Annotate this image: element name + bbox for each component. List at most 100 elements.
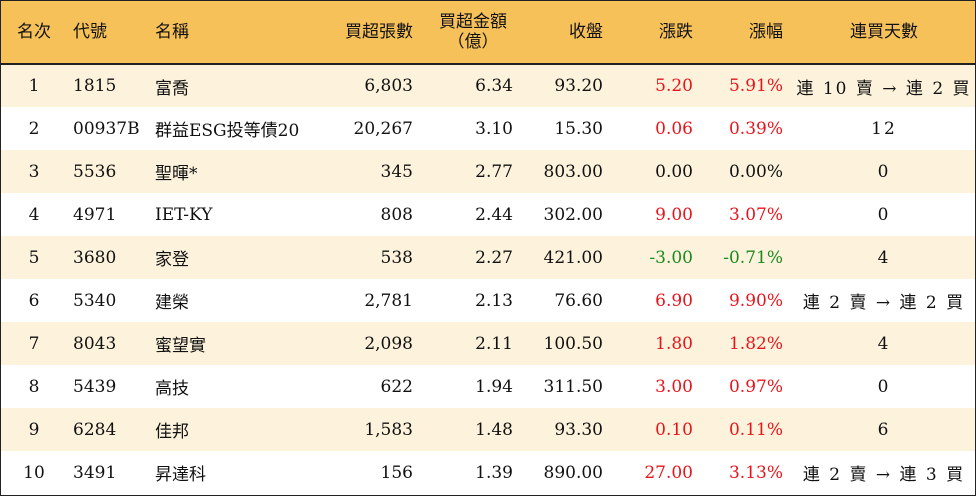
cell-code: 00937B <box>73 118 140 139</box>
cell-change: 9.00 <box>655 204 693 225</box>
cell-consecutive-days: 4 <box>877 333 891 354</box>
table-row: 10 3491 昇達科 156 1.39 890.00 27.00 3.13% 連 2 賣 → … <box>1 451 975 494</box>
header-close: 收盤 <box>523 1 613 65</box>
table-row: 7 8043 蜜望實 2,098 2.11 100.50 1.80 1.82% 4 <box>1 322 975 365</box>
header-net-buy-amount-line2: （億） <box>447 32 499 52</box>
header-net-buy-amount-line1: 買超金額 <box>439 12 507 32</box>
cell-close: 311.50 <box>543 376 603 397</box>
cell-net-buy-lots: 20,267 <box>353 118 413 139</box>
cell-name: 家登 <box>155 250 189 270</box>
cell-code: 3680 <box>73 247 117 268</box>
cell-net-buy-amount: 2.27 <box>475 247 513 268</box>
cell-name: 昇達科 <box>155 465 206 485</box>
header-code: 代號 <box>67 1 149 65</box>
cell-rank: 8 <box>28 376 40 397</box>
cell-consecutive-days: 連 10 賣 → 連 2 買 <box>796 78 972 99</box>
cell-name: 群益ESG投等債20 <box>155 121 300 141</box>
cell-net-buy-lots: 622 <box>380 376 413 397</box>
cell-code: 3491 <box>73 462 117 483</box>
cell-consecutive-days: 0 <box>877 204 891 225</box>
cell-rank: 6 <box>28 290 40 311</box>
cell-consecutive-days: 連 2 賣 → 連 2 買 <box>802 293 966 313</box>
cell-net-buy-amount: 1.94 <box>475 376 513 397</box>
cell-change-pct: -0.71% <box>723 247 783 268</box>
table-row: 8 5439 高技 622 1.94 311.50 3.00 0.97% 0 <box>1 365 975 408</box>
cell-consecutive-days: 0 <box>877 376 891 397</box>
cell-net-buy-amount: 2.77 <box>475 161 513 182</box>
table-row: 6 5340 建榮 2,781 2.13 76.60 6.90 9.90% 連 2 賣 → 連 … <box>1 279 975 322</box>
cell-net-buy-lots: 808 <box>380 204 413 225</box>
cell-change-pct: 0.11% <box>728 419 783 440</box>
table-header-row: 名次 代號 名稱 買超張數 買超金額 （億） 收盤 漲跌 漲幅 連買天數 <box>1 1 975 65</box>
cell-net-buy-amount: 1.39 <box>475 462 513 483</box>
header-name: 名稱 <box>149 1 323 65</box>
header-net-buy-amount: 買超金額 （億） <box>423 1 523 65</box>
table-row: 3 5536 聖暉* 345 2.77 803.00 0.00 0.00% 0 <box>1 150 975 193</box>
cell-change: 1.80 <box>655 333 693 354</box>
header-rank: 名次 <box>1 1 67 65</box>
cell-change-pct: 5.91% <box>728 76 783 96</box>
cell-close: 76.60 <box>554 290 603 311</box>
cell-close: 93.20 <box>554 76 603 96</box>
cell-change: 5.20 <box>655 76 693 96</box>
cell-change-pct: 0.00% <box>728 161 783 182</box>
cell-net-buy-lots: 345 <box>380 161 413 182</box>
table-row: 5 3680 家登 538 2.27 421.00 -3.00 -0.71% 4 <box>1 236 975 279</box>
cell-name: 高技 <box>155 379 189 399</box>
cell-code: 8043 <box>73 333 117 354</box>
cell-consecutive-days: 0 <box>877 161 891 182</box>
cell-change-pct: 3.13% <box>728 462 783 483</box>
cell-rank: 9 <box>28 419 40 440</box>
cell-change: 0.00 <box>655 161 693 182</box>
cell-change: 6.90 <box>655 290 693 311</box>
cell-code: 1815 <box>73 76 117 96</box>
cell-net-buy-lots: 1,583 <box>364 419 413 440</box>
cell-net-buy-amount: 6.34 <box>475 76 513 96</box>
cell-change-pct: 0.97% <box>728 376 783 397</box>
table-row: 9 6284 佳邦 1,583 1.48 93.30 0.10 0.11% 6 <box>1 408 975 451</box>
cell-net-buy-lots: 2,781 <box>364 290 413 311</box>
cell-change-pct: 1.82% <box>728 333 783 354</box>
cell-net-buy-lots: 156 <box>380 462 413 483</box>
table-row: 4 4971 IET-KY 808 2.44 302.00 9.00 3.07% 0 <box>1 193 975 236</box>
cell-name: 建榮 <box>155 293 189 313</box>
cell-net-buy-amount: 2.11 <box>475 333 513 354</box>
cell-change: 0.06 <box>655 118 693 139</box>
cell-rank: 1 <box>28 76 40 96</box>
cell-change: 3.00 <box>655 376 693 397</box>
cell-rank: 2 <box>28 118 40 139</box>
table-row: 2 00937B 群益ESG投等債20 20,267 3.10 15.30 0.06 0.39… <box>1 107 975 150</box>
cell-name: 蜜望實 <box>155 336 206 356</box>
cell-consecutive-days: 4 <box>877 247 891 268</box>
cell-rank: 5 <box>28 247 40 268</box>
cell-code: 5439 <box>73 376 117 397</box>
cell-net-buy-amount: 1.48 <box>475 419 513 440</box>
cell-close: 93.30 <box>554 419 603 440</box>
cell-consecutive-days: 連 2 賣 → 連 3 買 <box>802 465 966 485</box>
cell-close: 100.50 <box>543 333 603 354</box>
cell-rank: 3 <box>28 161 40 182</box>
cell-change-pct: 3.07% <box>728 204 783 225</box>
cell-close: 302.00 <box>543 204 603 225</box>
cell-close: 890.00 <box>543 462 603 483</box>
cell-name: 佳邦 <box>155 422 189 442</box>
cell-code: 5536 <box>73 161 117 182</box>
cell-code: 5340 <box>73 290 117 311</box>
cell-net-buy-lots: 6,803 <box>364 76 413 96</box>
cell-change: -3.00 <box>649 247 693 268</box>
header-change: 漲跌 <box>613 1 703 65</box>
table-body: 1 1815 富喬 6,803 6.34 93.20 5.20 5.91% 連 10 賣 → 連… <box>1 64 975 494</box>
cell-rank: 4 <box>28 204 40 225</box>
cell-net-buy-amount: 3.10 <box>475 118 513 139</box>
cell-change: 0.10 <box>655 419 693 440</box>
cell-net-buy-amount: 2.44 <box>475 204 513 225</box>
header-change-pct: 漲幅 <box>703 1 793 65</box>
cell-net-buy-lots: 538 <box>380 247 413 268</box>
cell-change: 27.00 <box>644 462 693 483</box>
header-net-buy-lots: 買超張數 <box>323 1 423 65</box>
cell-consecutive-days: 6 <box>877 419 891 440</box>
cell-close: 15.30 <box>554 118 603 139</box>
cell-consecutive-days: 12 <box>871 118 897 139</box>
